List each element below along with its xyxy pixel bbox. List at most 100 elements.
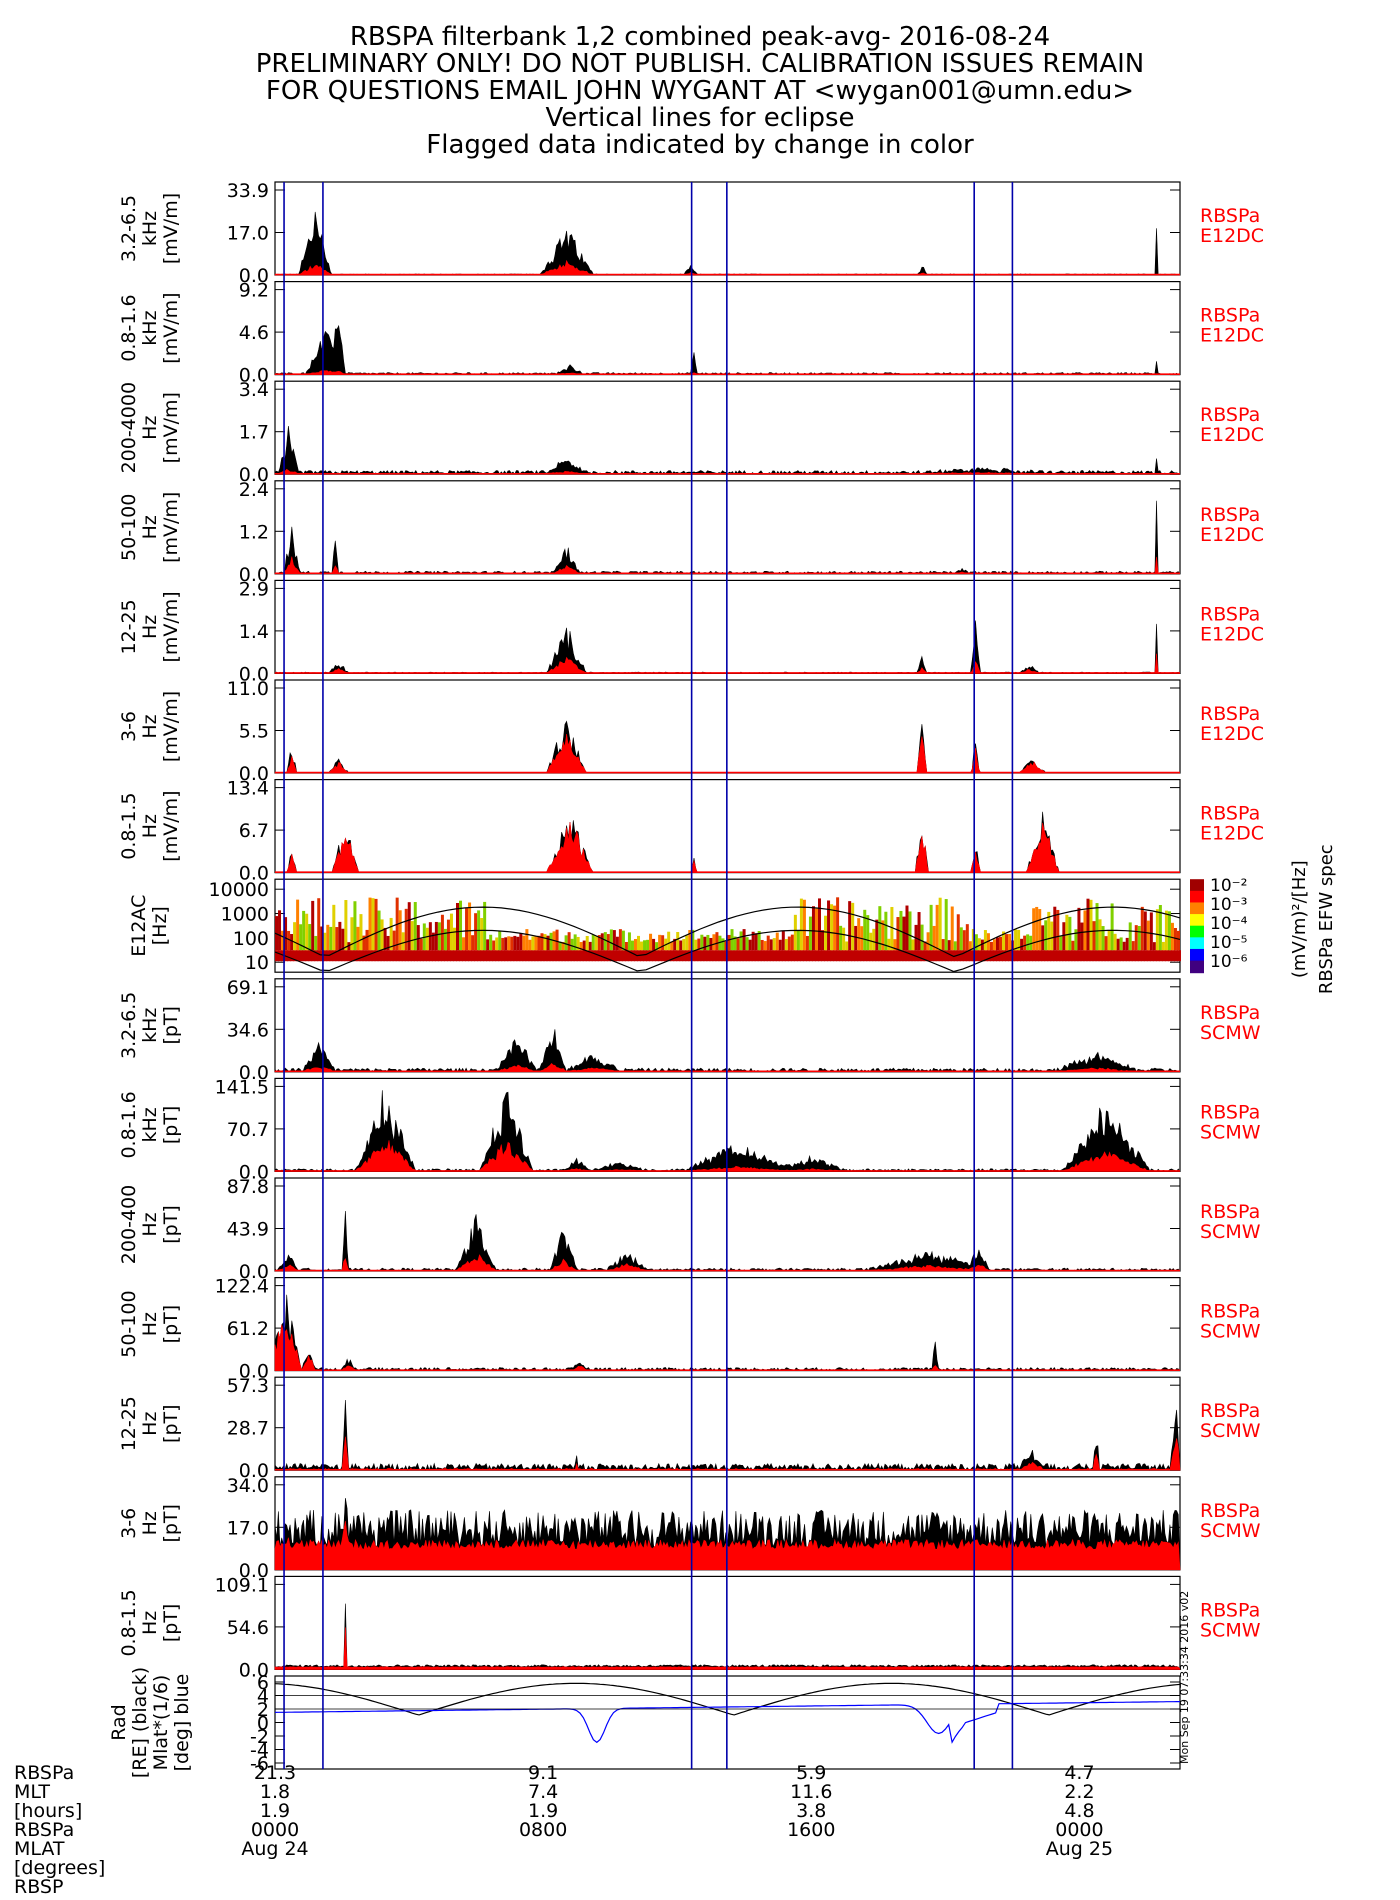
spec-cell [290, 950, 295, 962]
spec-cell [308, 950, 313, 962]
spec-cell [513, 935, 517, 951]
spec-cell [401, 932, 405, 951]
spec-cell [401, 950, 406, 962]
spec-cell [742, 950, 747, 962]
ylabel-line: Hz [139, 1412, 161, 1436]
spec-cell [302, 950, 307, 962]
spec-cell [380, 919, 384, 951]
spec-cell [356, 950, 361, 962]
y-tick-label: 6.7 [239, 820, 269, 842]
spec-cell [528, 939, 532, 951]
panel-ylabel: Rad[RE] (black)Mlat*(1/6)[deg] blue [108, 1667, 193, 1778]
spec-cell [917, 912, 921, 951]
ylabel-line: [RE] (black) [129, 1667, 151, 1778]
y-tick-label: 1.7 [239, 422, 269, 444]
ylabel-line: Hz [139, 416, 161, 440]
ylabel-line: [mV/m] [160, 292, 182, 363]
time-axis-value: 4.8 [1064, 1800, 1095, 1822]
time-axis-row-label: [hours] [14, 1800, 83, 1822]
spec-cell [293, 950, 298, 962]
spec-cell [956, 914, 960, 951]
y-tick-label: 54.6 [227, 1617, 269, 1639]
spec-cell [754, 933, 758, 951]
spec-cell [950, 906, 954, 951]
spec-cell [875, 919, 879, 951]
spec-cell [778, 939, 782, 951]
y-tick-label: 87.8 [227, 1176, 269, 1198]
y-tick-label: 2.9 [239, 578, 269, 600]
time-axis-value: 1600 [787, 1819, 836, 1841]
spec-cell [323, 950, 328, 962]
spec-cell [736, 938, 740, 951]
spec-cell [582, 940, 586, 951]
y-tick-label: 0.0 [239, 1659, 269, 1681]
spec-cell [594, 950, 599, 962]
spec-cell [760, 939, 764, 951]
spec-cell [1062, 922, 1066, 951]
spec-cell [715, 950, 720, 962]
spec-cell [498, 931, 502, 951]
spec-cell [730, 950, 735, 962]
instrument-tag: SCMW [1200, 1520, 1261, 1542]
spec-cell [1104, 950, 1109, 962]
spec-cell [383, 950, 388, 962]
spec-cell [1008, 950, 1013, 962]
spec-cell [1035, 950, 1040, 962]
spec-cell [1131, 950, 1136, 962]
spec-cell [1173, 928, 1177, 951]
spec-cell [863, 950, 868, 962]
spec-cell [778, 950, 783, 962]
spec-cell [410, 921, 414, 951]
spec-cell [621, 950, 626, 962]
spec-cell [1074, 950, 1079, 962]
spec-cell [618, 929, 622, 951]
spec-cell [781, 931, 785, 951]
spec-cell [287, 950, 292, 962]
colorbar-label: 10⁻⁴ [1210, 914, 1248, 934]
spec-cell [1107, 950, 1112, 962]
ylabel-line: Hz [139, 714, 161, 738]
spec-cell [751, 931, 755, 951]
spec-cell [371, 898, 375, 951]
spec-cell [995, 937, 999, 951]
y-tick-label: 43.9 [227, 1219, 269, 1241]
spec-cell [311, 950, 316, 962]
spec-cell [646, 950, 651, 962]
time-axis-value: 0000 [1055, 1819, 1104, 1841]
spec-cell [570, 950, 575, 962]
spec-cell [332, 950, 337, 962]
y-tick-label: 0.0 [239, 564, 269, 586]
spec-cell [733, 950, 738, 962]
spec-cell [440, 914, 444, 951]
spec-cell [398, 950, 403, 962]
spec-cell [392, 930, 396, 951]
spec-cell [739, 931, 743, 951]
spec-cell [446, 919, 450, 951]
spec-cell [335, 927, 339, 951]
spec-cell [637, 935, 640, 951]
y-tick-label: 0.0 [239, 1161, 269, 1183]
spec-cell [1041, 950, 1046, 962]
ylabel-line: 50-100 [118, 1290, 140, 1357]
spec-cell [293, 922, 297, 951]
instrument-tag: RBSPa [1200, 803, 1260, 825]
spec-cell [989, 941, 993, 951]
spec-cell [383, 927, 387, 951]
spec-cell [452, 950, 457, 962]
spec-cell [1089, 950, 1094, 962]
spec-cell [1056, 950, 1061, 962]
y-tick-label: 2 [257, 1699, 269, 1721]
spec-cell [691, 929, 695, 951]
spec-cell [416, 925, 420, 951]
spec-cell [866, 950, 871, 962]
spec-cell [1158, 905, 1162, 951]
ylabel-line: kHz [139, 1008, 161, 1043]
spec-cell [567, 932, 571, 951]
spec-cell [525, 950, 530, 962]
spec-cell [646, 939, 650, 951]
instrument-tag: RBSPa [1200, 703, 1260, 725]
y-tick-label: 9.2 [239, 280, 269, 302]
spec-cell [703, 936, 707, 951]
